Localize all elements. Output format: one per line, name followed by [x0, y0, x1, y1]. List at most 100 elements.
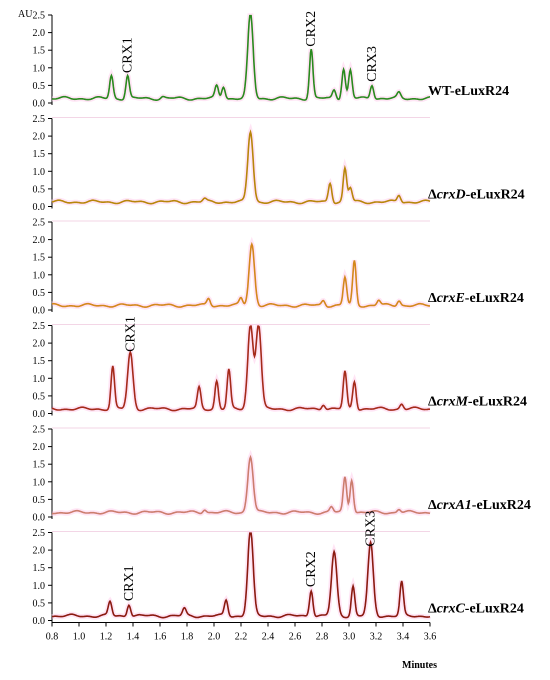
peak-label-crx1: CRX1	[122, 565, 137, 601]
trace-name-label: ΔcrxD-eLuxR24	[428, 188, 525, 203]
trace-line	[51, 532, 431, 619]
x-tick-label: 3.4	[397, 632, 410, 643]
trace-name-part: -eLuxR24	[472, 498, 531, 513]
y-tick-label: 0.5	[33, 184, 46, 195]
trace-name-part: Δ	[428, 395, 437, 410]
y-tick-label: 0.5	[33, 391, 46, 402]
y-tick-label: 1.0	[33, 63, 46, 74]
y-tick-label: 1.0	[33, 477, 46, 488]
trace-halo	[51, 323, 430, 414]
y-axis-unit-label: AU	[18, 9, 33, 20]
y-tick-label: 2.5	[33, 321, 46, 332]
y-tick-label: 0.5	[33, 81, 46, 92]
trace-name-label: ΔcrxC-eLuxR24	[428, 602, 524, 617]
x-tick-label: 2.4	[262, 632, 275, 643]
panel-5: 0.0 0.5 1.0 1.5 2.0 2.5 ΔcrxA1-eLuxR24	[33, 425, 531, 524]
y-tick-label: 1.5	[33, 253, 46, 264]
y-tick-label: 0.0	[33, 202, 46, 213]
x-tick-label: 1.0	[73, 632, 86, 643]
y-tick-label: 1.0	[33, 581, 46, 592]
trace-name-part: crxC	[437, 602, 466, 617]
trace-name-part: crxE	[437, 291, 465, 306]
trace-name-part: WT-eLuxR24	[428, 84, 509, 99]
x-tick-label: 2.6	[289, 632, 302, 643]
trace-name-label: ΔcrxA1-eLuxR24	[428, 498, 531, 513]
trace-name-part: -eLuxR24	[468, 395, 527, 410]
peak-label-crx1: CRX1	[123, 316, 138, 352]
trace-name-label: WT-eLuxR24	[428, 84, 509, 99]
peak-label-crx2: CRX2	[304, 11, 319, 47]
y-tick-label: 0.0	[33, 409, 46, 420]
trace-halo	[51, 449, 431, 517]
trace-line	[51, 241, 430, 309]
x-tick-label: 2.8	[316, 632, 329, 643]
x-tick-label: 1.4	[127, 632, 140, 643]
panels-group: 0.0 0.5 1.0 1.5 2.0 2.5 CRX1 CRX2 CRX3 WT-eLuxR24…	[33, 11, 531, 628]
y-tick-label: 0.0	[33, 513, 46, 524]
x-tick-label: 2.0	[208, 632, 221, 643]
trace-name-part: Δ	[428, 602, 437, 617]
x-tick-label: 1.2	[100, 632, 113, 643]
x-axis-title: Minutes	[402, 660, 437, 671]
x-tick-label: 3.6	[424, 632, 437, 643]
trace-name-part: Δ	[428, 188, 437, 203]
y-tick-label: 1.0	[33, 270, 46, 281]
trace-name-part: Δ	[428, 291, 437, 306]
y-tick-label: 0.5	[33, 598, 46, 609]
y-tick-label: 1.5	[33, 460, 46, 471]
y-tick-label: 2.0	[33, 132, 46, 143]
x-tick-label: 3.0	[343, 632, 356, 643]
y-tick-label: 2.0	[33, 339, 46, 350]
trace-line	[51, 454, 431, 516]
trace-name-part: -eLuxR24	[465, 291, 524, 306]
y-tick-label: 2.0	[33, 28, 46, 39]
y-tick-label: 2.5	[33, 218, 46, 229]
y-tick-label: 1.5	[33, 149, 46, 160]
trace-name-label: ΔcrxE-eLuxR24	[428, 291, 524, 306]
y-tick-label: 1.5	[33, 356, 46, 367]
y-tick-label: 2.0	[33, 235, 46, 246]
trace-name-part: crxA1	[437, 498, 472, 513]
x-tick-label: 3.2	[370, 632, 383, 643]
panel-1: 0.0 0.5 1.0 1.5 2.0 2.5 CRX1 CRX2 CRX3 WT-eLuxR24	[33, 11, 510, 110]
panel-2: 0.0 0.5 1.0 1.5 2.0 2.5 ΔcrxD-eLuxR24	[33, 114, 525, 213]
trace-name-part: Δ	[428, 498, 437, 513]
y-tick-label: 1.0	[33, 374, 46, 385]
peak-label-crx3: CRX3	[365, 46, 380, 82]
y-tick-label: 2.0	[33, 442, 46, 453]
x-tick-label: 0.8	[46, 632, 59, 643]
x-tick-label: 1.8	[181, 632, 194, 643]
x-axis: 0.8 1.0 1.2 1.4 1.6 1.8 2.0 2.2 2.4 2.6 2.8 3.0 3.2 3…	[46, 622, 437, 643]
trace-line	[51, 325, 430, 412]
y-tick-label: 1.0	[33, 167, 46, 178]
y-tick-label: 0.0	[33, 306, 46, 317]
trace-halo	[51, 123, 431, 207]
trace-name-part: -eLuxR24	[466, 188, 525, 203]
y-tick-label: 1.5	[33, 563, 46, 574]
trace-name-part: crxD	[437, 188, 466, 203]
y-tick-label: 2.5	[33, 114, 46, 125]
y-tick-label: 0.5	[33, 495, 46, 506]
y-tick-label: 2.5	[33, 11, 46, 22]
y-tick-label: 0.5	[33, 288, 46, 299]
peak-label-crx3: CRX3	[364, 511, 379, 547]
y-tick-label: 1.5	[33, 46, 46, 57]
y-tick-label: 0.0	[33, 99, 46, 110]
panel-3: 0.0 0.5 1.0 1.5 2.0 2.5 ΔcrxE-eLuxR24	[33, 218, 524, 317]
trace-name-part: crxM	[437, 395, 469, 410]
panel-6: 0.0 0.5 1.0 1.5 2.0 2.5 CRX1 CRX2 CRX3 ΔcrxC-eLux…	[33, 511, 524, 627]
y-tick-label: 2.0	[33, 546, 46, 557]
x-tick-label: 1.6	[154, 632, 167, 643]
y-tick-label: 0.0	[33, 616, 46, 627]
trace-name-part: -eLuxR24	[465, 602, 524, 617]
peak-label-crx1: CRX1	[121, 37, 136, 73]
peak-label-crx2: CRX2	[304, 551, 319, 587]
y-tick-label: 2.5	[33, 425, 46, 436]
panel-4: 0.0 0.5 1.0 1.5 2.0 2.5 CRX1 ΔcrxM-eLuxR24	[33, 316, 528, 420]
trace-name-label: ΔcrxM-eLuxR24	[428, 395, 527, 410]
x-tick-label: 2.2	[235, 632, 248, 643]
trace-line	[51, 129, 431, 205]
y-tick-label: 2.5	[33, 528, 46, 539]
trace-line	[52, 14, 431, 101]
